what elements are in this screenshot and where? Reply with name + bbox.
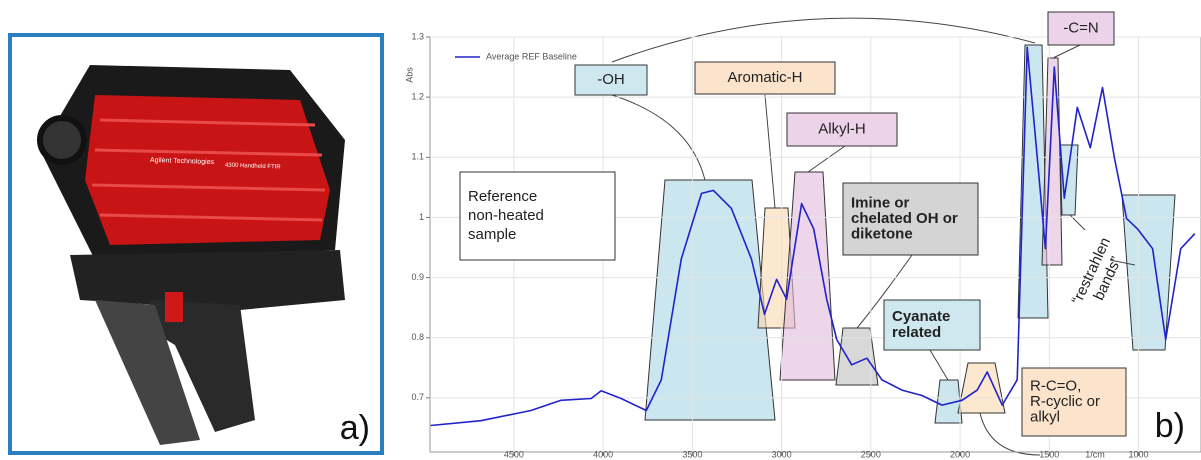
- annotation-box: [842, 182, 979, 256]
- lens: [37, 115, 87, 165]
- x-tick-label: 3000: [772, 449, 792, 459]
- annotation-text: diketone: [851, 226, 913, 243]
- body-ridges: [91, 118, 326, 222]
- panel-label: b): [1155, 407, 1185, 445]
- x-tick-label: 1000: [1129, 449, 1149, 459]
- connector: [1052, 44, 1081, 59]
- device-photo: [8, 33, 384, 455]
- annotation-box: [694, 61, 836, 95]
- legend-label: Average REF Baseline: [486, 51, 577, 61]
- device-label: 4300 Handheld FTIR: [225, 163, 282, 171]
- connector: [611, 94, 706, 181]
- annotation-box: [883, 299, 981, 351]
- annotation-text: related: [892, 324, 941, 341]
- annotation-box: [1021, 367, 1127, 437]
- annotation-text: -OH: [597, 71, 625, 88]
- annotation-text: R-C=O,: [1030, 377, 1081, 394]
- y-tick-label: 1: [419, 212, 424, 222]
- region: [835, 327, 879, 386]
- annotation-text: Cyanate: [892, 308, 950, 325]
- y-tick-label: 0.9: [411, 272, 424, 282]
- handle: [150, 300, 255, 432]
- annotation-box: [459, 171, 616, 261]
- panel-label: a): [340, 409, 370, 447]
- connector: [611, 17, 1036, 63]
- region: [644, 179, 776, 421]
- y-tick-label: 1.1: [411, 152, 424, 162]
- x-tick-label: 2500: [861, 449, 881, 459]
- region: [934, 379, 963, 424]
- connector: [979, 412, 1041, 456]
- grip: [95, 300, 200, 445]
- region: [779, 171, 836, 381]
- annotation-text: R-cyclic or: [1030, 393, 1100, 410]
- annotation-text: Alkyl-H: [818, 120, 866, 137]
- x-tick-label: 1500: [1039, 449, 1059, 459]
- device-body: [85, 95, 330, 245]
- device-base: [70, 250, 345, 310]
- connectors: [611, 17, 1136, 456]
- annotation-box: [786, 112, 898, 147]
- region: [1041, 57, 1063, 266]
- connector: [764, 94, 776, 209]
- annotation-text: Reference: [468, 188, 537, 205]
- region: [957, 362, 1006, 414]
- annotation-text: Aromatic-H: [727, 69, 802, 86]
- connector: [856, 254, 913, 329]
- y-tick-label: 0.7: [411, 392, 424, 402]
- x-tick-label: 4000: [593, 449, 613, 459]
- y-axis-label: Abs: [404, 67, 414, 83]
- annotation-box: [574, 64, 648, 96]
- y-tick-label: 1.2: [411, 92, 424, 102]
- x-axis-label: 1/cm: [1085, 449, 1105, 459]
- device-label: Agilent Technologies: [150, 157, 215, 166]
- connector: [807, 145, 846, 173]
- trigger: [165, 292, 183, 322]
- y-tick-label: 0.8: [411, 332, 424, 342]
- annotation-text: chelated OH or: [851, 210, 958, 227]
- connector: [929, 349, 949, 381]
- x-tick-label: 3500: [682, 449, 702, 459]
- connector: [1109, 259, 1136, 266]
- annotation-text: sample: [468, 226, 516, 243]
- annotation-text: Imine or: [851, 194, 910, 211]
- x-tick-label: 2000: [950, 449, 970, 459]
- annotation-text: -C=N: [1063, 19, 1098, 36]
- annotation-text: alkyl: [1030, 409, 1060, 426]
- annotation-text: non-heated: [468, 207, 544, 224]
- annotation-box: [1047, 11, 1115, 46]
- y-tick-label: 1.3: [411, 31, 424, 41]
- spectrum-line: [430, 46, 1196, 427]
- x-tick-label: 4500: [504, 449, 524, 459]
